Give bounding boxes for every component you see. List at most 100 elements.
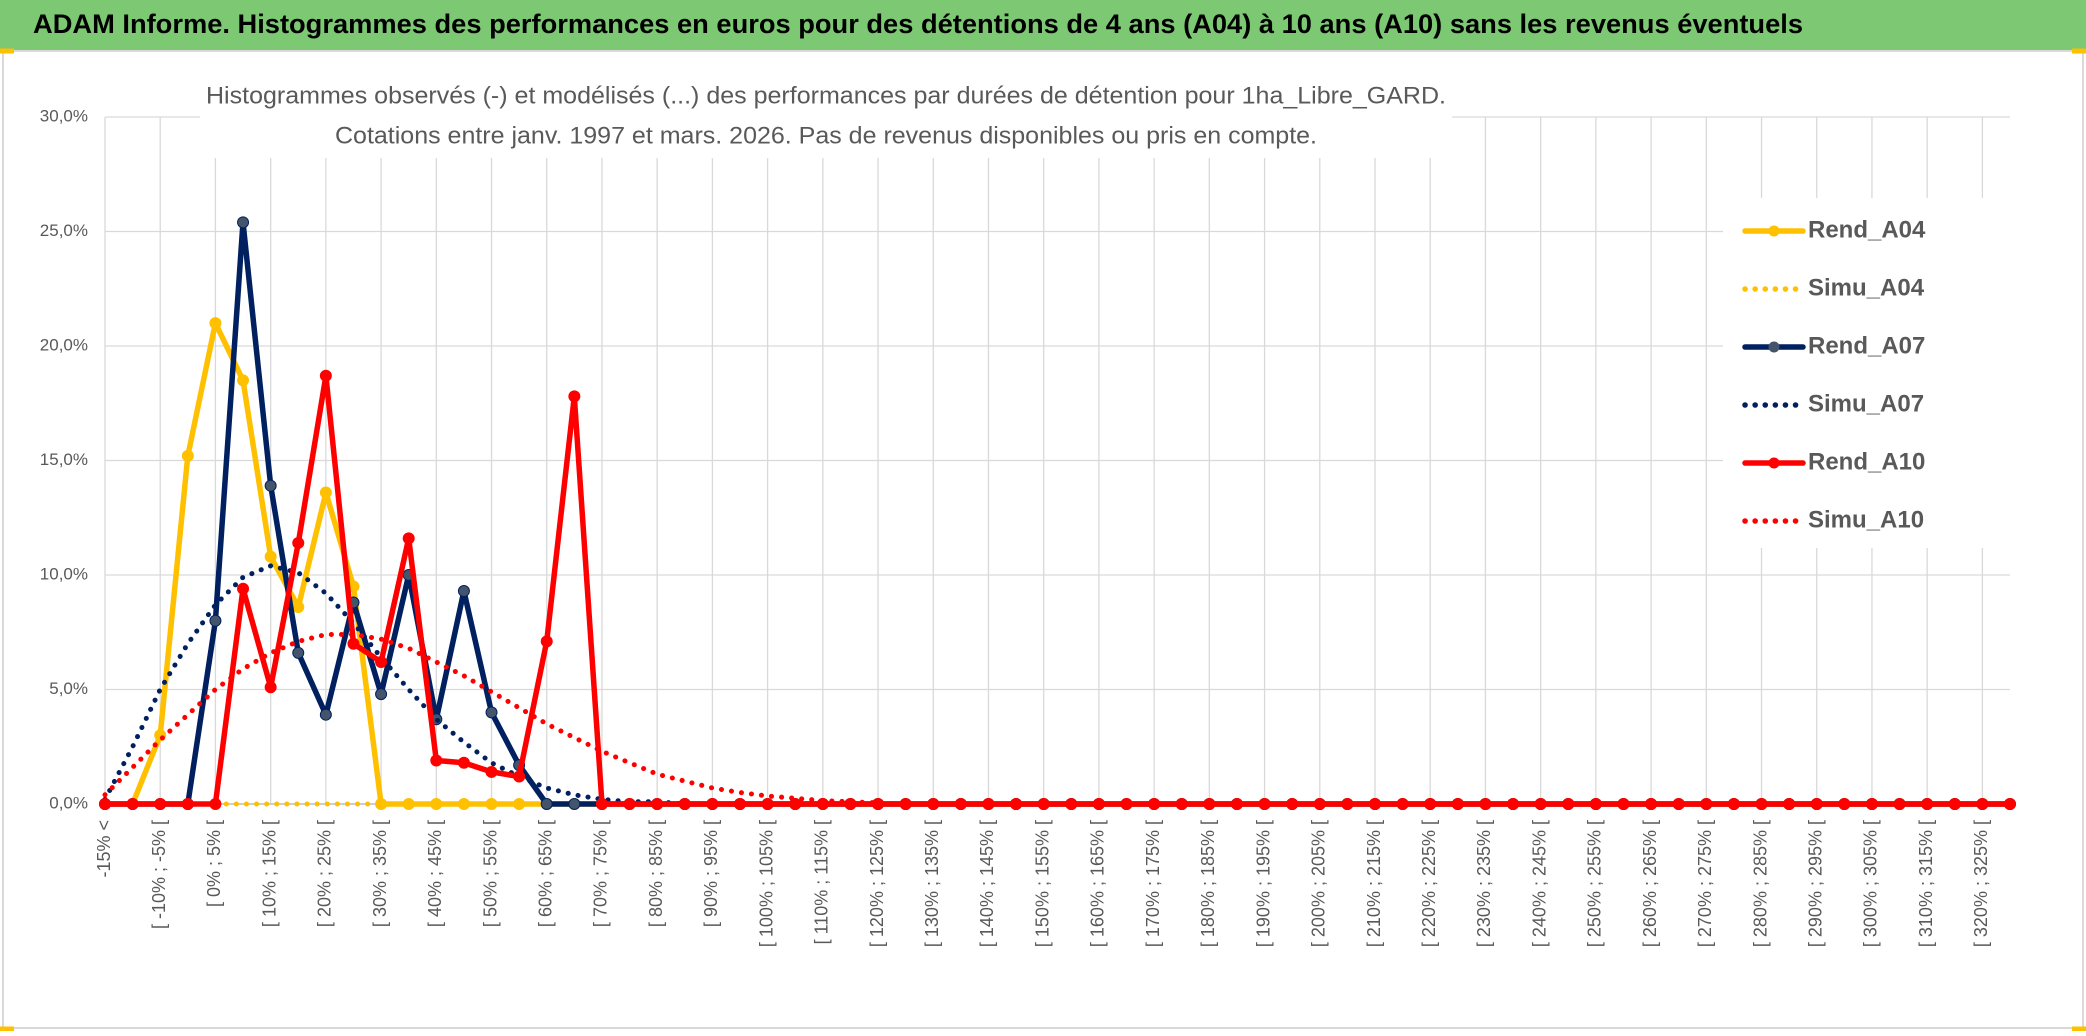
data-point <box>485 706 498 719</box>
x-tick-label: [ 20% ; 25% [ <box>315 820 335 927</box>
data-point <box>568 798 581 810</box>
x-tick-label: [ 270% ; 275% [ <box>1695 820 1715 947</box>
x-tick-label: [ 100% ; 105% [ <box>756 820 776 947</box>
header-title: ADAM Informe. Histogrammes des performan… <box>33 9 1803 39</box>
x-tick-label: -15% < <box>94 820 114 878</box>
data-point <box>402 532 415 545</box>
x-tick-label: [ 250% ; 255% [ <box>1585 820 1605 947</box>
x-tick-label: [ 220% ; 225% [ <box>1419 820 1439 947</box>
legend-label: Simu_A10 <box>1808 506 1924 533</box>
x-tick-label: [ 110% ; 115% [ <box>812 820 832 944</box>
data-point <box>623 798 636 810</box>
x-tick-label: [ 70% ; 75% [ <box>591 820 611 927</box>
data-point <box>347 637 360 650</box>
x-tick-label: [ 80% ; 85% [ <box>646 820 666 927</box>
series-line <box>102 632 2013 807</box>
x-tick-label: [ 240% ; 245% [ <box>1529 820 1549 947</box>
x-tick-label: [ 310% ; 315% [ <box>1916 820 1936 947</box>
x-tick-label: [ -10% ; -5% [ <box>149 820 169 929</box>
data-point <box>264 550 277 563</box>
data-point <box>678 798 691 810</box>
data-point <box>568 390 581 403</box>
series-line <box>102 563 2013 807</box>
y-tick-label: 10,0% <box>40 564 88 583</box>
x-tick-label: [ 150% ; 155% [ <box>1032 820 1052 947</box>
legend: Rend_A04 Simu_A04 Rend_A07 Simu_A07 Rend_A10… <box>1742 216 1926 533</box>
data-point <box>181 449 194 462</box>
data-point <box>154 798 167 810</box>
x-tick-label: [ 280% ; 285% [ <box>1750 820 1770 947</box>
data-point <box>237 582 250 595</box>
data-point <box>789 798 802 810</box>
x-tick-label: [ 260% ; 265% [ <box>1640 820 1660 947</box>
legend-box <box>1723 198 2010 548</box>
x-tick-label: [ 50% ; 55% [ <box>480 820 500 927</box>
x-tick-label: [ 40% ; 45% [ <box>425 820 445 927</box>
x-tick-label: [ 230% ; 235% [ <box>1474 820 1494 947</box>
data-point <box>126 798 139 810</box>
legend-label: Rend_A10 <box>1808 448 1925 475</box>
data-point <box>651 798 664 810</box>
legend-marker <box>1768 341 1780 353</box>
x-tick-label: [ 130% ; 135% [ <box>922 820 942 947</box>
data-point <box>595 798 608 810</box>
x-tick-label: [ 140% ; 145% [ <box>977 820 997 947</box>
x-tick-label: [ 10% ; 15% [ <box>259 820 279 927</box>
data-point <box>292 646 305 659</box>
data-point <box>209 614 222 627</box>
data-point <box>237 374 250 387</box>
data-point <box>99 798 111 810</box>
data-point <box>761 798 774 810</box>
title-box <box>200 76 1452 158</box>
chart-title: Histogrammes observés (-) et modélisés (… <box>206 82 1446 109</box>
data-point <box>319 486 332 499</box>
y-tick-label: 20,0% <box>40 335 88 354</box>
data-point <box>292 536 305 549</box>
data-point <box>485 765 498 778</box>
x-tick-label: [ 120% ; 125% [ <box>867 820 887 947</box>
data-point <box>319 708 332 721</box>
y-tick-label: 15,0% <box>40 450 88 469</box>
x-tick-label: [ 0% ; 5% [ <box>204 820 224 907</box>
x-tick-label: [ 190% ; 195% [ <box>1253 820 1273 947</box>
data-point <box>375 688 388 701</box>
data-point <box>457 756 470 769</box>
x-tick-label: [ 210% ; 215% [ <box>1364 820 1384 947</box>
x-tick-label: [ 170% ; 175% [ <box>1143 820 1163 947</box>
chart-subtitle: Cotations entre janv. 1997 et mars. 2026… <box>335 122 1317 149</box>
x-tick-label: [ 180% ; 185% [ <box>1198 820 1218 947</box>
legend-label: Rend_A04 <box>1808 216 1926 243</box>
data-point <box>2004 798 2016 810</box>
data-point <box>430 754 443 767</box>
data-point <box>457 585 470 598</box>
y-tick-label: 5,0% <box>49 679 88 698</box>
y-tick-label: 25,0% <box>40 221 88 240</box>
legend-marker <box>1768 225 1780 237</box>
x-tick-label: [ 30% ; 35% [ <box>370 820 390 927</box>
legend-label: Rend_A07 <box>1808 332 1925 359</box>
x-tick-label: [ 320% ; 325% [ <box>1971 820 1991 947</box>
data-point <box>319 369 332 382</box>
x-tick-label: [ 290% ; 295% [ <box>1805 820 1825 947</box>
data-point <box>734 798 746 810</box>
header-bar <box>0 0 2086 50</box>
data-point <box>209 317 222 330</box>
plot: -15% < [ -10% ; -5% [ [ 0% ; 5% [ [ 10% ; 1… <box>94 216 2016 947</box>
x-tick-label: [ 300% ; 305% [ <box>1861 820 1881 947</box>
data-point <box>237 216 250 229</box>
data-point <box>706 798 719 810</box>
data-point <box>209 798 222 810</box>
data-point <box>181 798 194 810</box>
legend-label: Simu_A07 <box>1808 390 1924 417</box>
y-tick-label: 30,0% <box>40 106 88 125</box>
data-point <box>513 770 526 783</box>
x-tick-label: [ 160% ; 165% [ <box>1088 820 1108 947</box>
x-tick-label: [ 60% ; 65% [ <box>535 820 555 927</box>
data-point <box>264 479 277 492</box>
data-point <box>292 601 305 614</box>
frame-ornament <box>0 48 2086 1032</box>
legend-label: Simu_A04 <box>1808 274 1925 301</box>
data-point <box>540 798 553 810</box>
y-tick-label: 0,0% <box>49 793 88 812</box>
